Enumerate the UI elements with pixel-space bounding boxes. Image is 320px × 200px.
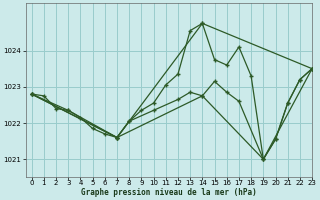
X-axis label: Graphe pression niveau de la mer (hPa): Graphe pression niveau de la mer (hPa) (81, 188, 257, 197)
